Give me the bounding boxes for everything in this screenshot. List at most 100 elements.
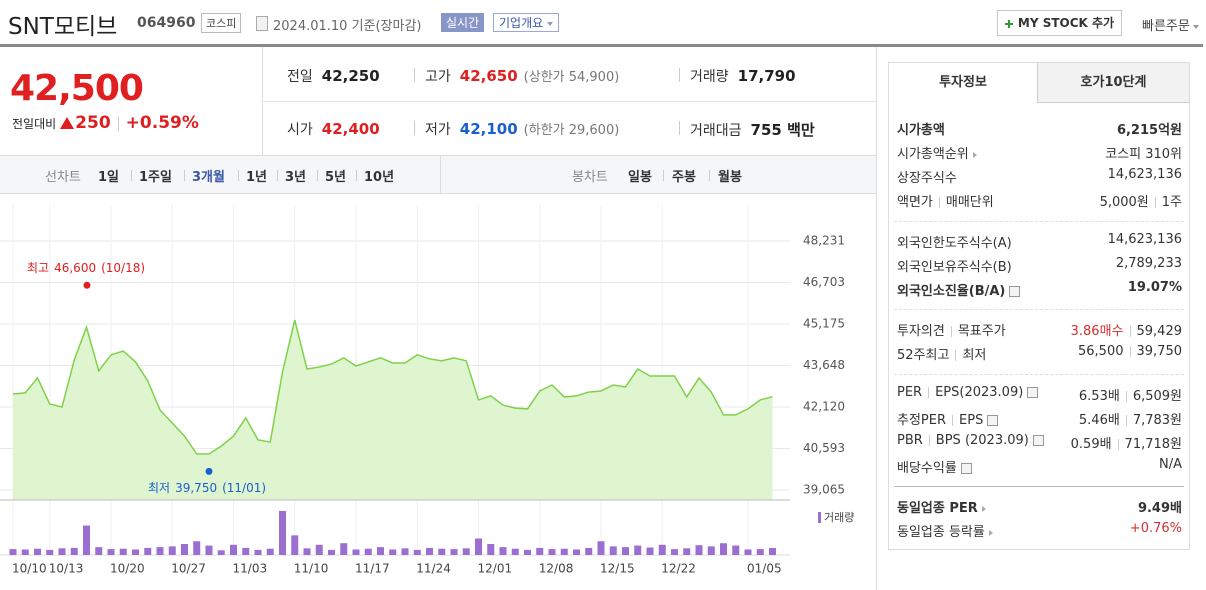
period-tab[interactable]: 1주일 (139, 170, 172, 185)
period-tab[interactable]: 3년 (285, 170, 307, 185)
help-icon (1032, 435, 1044, 446)
annotation-label: 최저 39,750 (11/01) (148, 481, 266, 495)
info-value-part: 6,509원 (1132, 389, 1182, 404)
info-tab[interactable]: 투자정보 (889, 63, 1038, 103)
y-tick-label: 42,120 (803, 400, 845, 414)
y-tick-label: 48,231 (803, 233, 845, 247)
volume-bar (548, 549, 556, 555)
info-value: 6,215억원 (1000, 119, 1182, 138)
stat: 저가 42,100 (하한가 29,600) (425, 119, 619, 139)
volume-bar (707, 546, 715, 555)
info-label: 외국인보유주식수(B) (897, 256, 1012, 275)
y-tick-label: 39,065 (803, 483, 845, 497)
stat-label: 전일 (287, 69, 313, 85)
volume-bar (132, 549, 139, 555)
volume-bar (536, 547, 544, 555)
info-label-part: 시가총액 (897, 123, 945, 138)
volume-bar (315, 544, 323, 555)
stat: 고가 42,650 (상한가 54,900) (425, 66, 619, 86)
tab-bar (0, 155, 876, 194)
date: 2024.01.10 기준(장마감) (273, 19, 422, 34)
period-tab[interactable]: 1년 (246, 170, 268, 185)
stock-name: SNT모티브 (8, 14, 118, 40)
sep (117, 117, 119, 131)
stat-sep (414, 121, 415, 135)
info-value-part: 56,500 (1078, 344, 1124, 359)
stat-value: 42,400 (321, 120, 380, 138)
info-value-part: 6.53배 (1078, 389, 1120, 404)
tab-sep (184, 170, 185, 181)
volume-bar (9, 549, 17, 555)
sep (952, 415, 954, 426)
sep (1129, 326, 1131, 337)
info-value: N/A (1000, 457, 1182, 472)
volume-bar (156, 547, 164, 555)
period-tab[interactable]: 3개월 (192, 170, 225, 185)
annotation-date: (11/01) (222, 481, 266, 495)
info-value-part: 14,623,136 (1107, 232, 1182, 247)
info-value-part: 2,789,233 (1115, 256, 1182, 271)
info-value-part: 1주 (1161, 195, 1182, 210)
candle-tab[interactable]: 일봉 (628, 170, 652, 185)
info-value-part: 5,000원 (1099, 195, 1149, 210)
change-label: 전일대비 (12, 117, 57, 131)
x-tick-label: 11/03 (233, 562, 268, 576)
x-tick-label: 11/10 (294, 562, 329, 576)
volume-bar (744, 549, 752, 555)
x-tick-label: 10/20 (110, 562, 145, 576)
plus-icon (1004, 19, 1013, 28)
stat: 거래량 17,790 (690, 66, 796, 86)
info-label-part: 상장주식수 (897, 171, 957, 186)
volume-bar (328, 549, 335, 555)
doc-icon (256, 16, 268, 31)
info-value: 0.59배 71,718원 (1000, 433, 1182, 452)
stat-sep (414, 68, 415, 82)
annotation-date: (10/18) (101, 261, 145, 275)
sep (928, 387, 930, 398)
change-line: 전일대비 250 +0.59% (12, 113, 199, 133)
quick-order[interactable]: 빠른주문 (1142, 15, 1199, 34)
stat-note: (하한가 29,600) (523, 123, 620, 138)
market-badge: 코스피 (201, 13, 242, 33)
company-button[interactable]: 기업개요 (493, 13, 560, 32)
period-tab[interactable]: 1일 (98, 170, 120, 185)
help-icon (1027, 387, 1039, 398)
info-label-part: 배당수익률 (897, 461, 957, 476)
y-tick-label: 43,648 (803, 358, 845, 372)
info-label: 동일업종 PER (897, 497, 986, 516)
candle-tab[interactable]: 주봉 (672, 170, 696, 185)
volume-bar (756, 549, 764, 555)
candle-chart-label: 봉차트 (572, 170, 608, 185)
volume-bar (303, 548, 311, 555)
x-tick-label: 10/27 (171, 562, 206, 576)
sep (1117, 439, 1119, 450)
info-label-part: 외국인소진율(B/A) (897, 284, 1006, 299)
section-rule (894, 221, 1184, 222)
info-label: PBR BPS (2023.09) (897, 433, 1044, 448)
info-value-part: 9.49배 (1137, 501, 1182, 516)
volume-bar (107, 549, 115, 555)
info-value-part: 59,429 (1136, 324, 1183, 339)
volume-bar (168, 546, 176, 555)
volume-bar (119, 548, 127, 555)
volume-bar (450, 549, 458, 555)
volume-bar (230, 544, 237, 555)
stat-value: 42,100 (459, 120, 518, 138)
info-label-part: PER (897, 385, 923, 400)
candle-tab[interactable]: 월봉 (718, 170, 742, 185)
period-tab[interactable]: 5년 (325, 170, 347, 185)
volume-bar (34, 548, 41, 555)
mystock-button[interactable]: MY STOCK 추가 (997, 10, 1122, 36)
change-pct: +0.59% (125, 113, 199, 133)
period-tab[interactable]: 10년 (364, 170, 395, 185)
info-tab[interactable]: 호가10단계 (1038, 63, 1189, 103)
info-value-part: 39,750 (1136, 344, 1183, 359)
info-value: 2,789,233 (1000, 256, 1182, 271)
volume-bar (352, 549, 360, 555)
info-value: 6.53배 6,509원 (1000, 385, 1182, 404)
info-label: 시가총액 (897, 119, 945, 138)
info-label-part: BPS (2023.09) (935, 433, 1029, 448)
sep (928, 435, 930, 446)
realtime-badge[interactable]: 실시간 (441, 13, 485, 32)
volume-bar (413, 549, 421, 555)
